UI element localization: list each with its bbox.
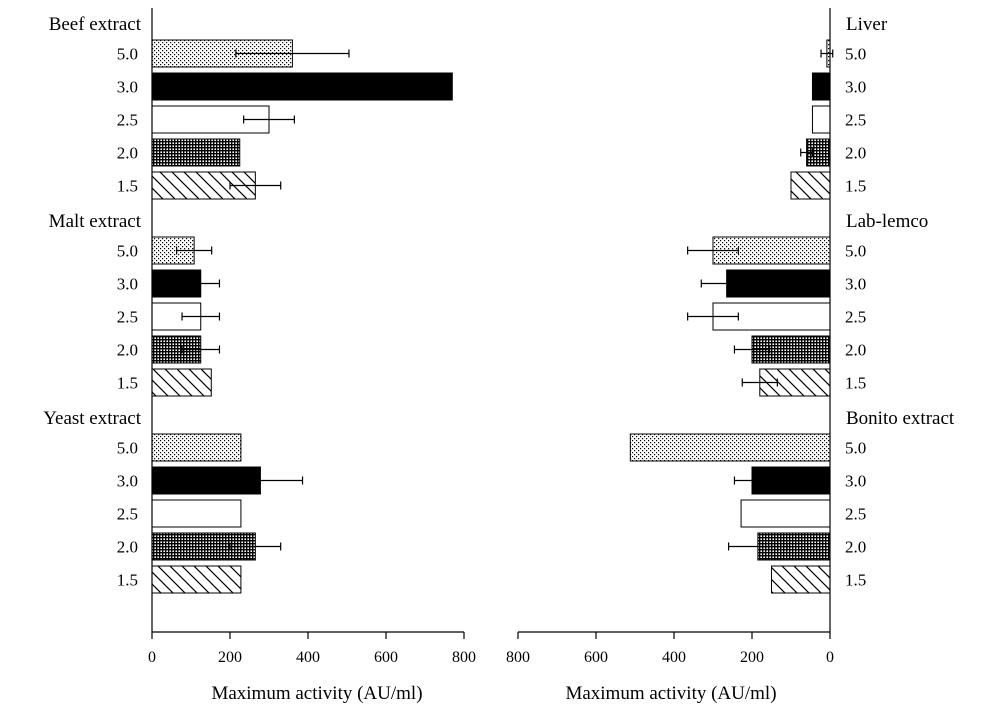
category-label-bonito-extract-2-0: 2.0 (845, 538, 866, 557)
error-bar-beef-extract-5-0 (235, 49, 350, 58)
error-bar-beef-extract-2-5 (243, 115, 295, 124)
category-label-malt-extract-1-5: 1.5 (117, 374, 138, 393)
category-label-bonito-extract-3-0: 3.0 (845, 472, 866, 491)
left-x-axis-label: Maximum activity (AU/ml) (211, 683, 422, 704)
category-label-lab-lemco-1-5: 1.5 (845, 374, 866, 393)
bar-bonito-extract-1-5 (771, 565, 831, 594)
category-label-beef-extract-5-0: 5.0 (117, 45, 138, 64)
left-x-tick-label-800: 800 (452, 649, 476, 666)
category-label-yeast-extract-5-0: 5.0 (117, 439, 138, 458)
right-x-tick-label-400: 400 (662, 649, 686, 666)
category-label-beef-extract-2-5: 2.5 (117, 111, 138, 130)
error-bar-bonito-extract-2-0 (727, 542, 788, 551)
error-bar-malt-extract-2-0 (181, 345, 221, 354)
bar-beef-extract-3-0 (151, 72, 453, 101)
bar-beef-extract-2-0 (151, 138, 241, 167)
error-bar-liver-5-0 (820, 49, 834, 58)
bar-liver-2-5 (811, 105, 831, 134)
category-label-malt-extract-5-0: 5.0 (117, 242, 138, 261)
category-label-lab-lemco-5-0: 5.0 (845, 242, 866, 261)
error-bar-yeast-extract-2-0 (229, 542, 282, 551)
bar-malt-extract-1-5 (151, 368, 212, 397)
bar-yeast-extract-5-0 (151, 433, 242, 462)
bar-bonito-extract-5-0 (629, 433, 831, 462)
error-bar-malt-extract-3-0 (181, 279, 221, 288)
left-x-tick-label-200: 200 (218, 649, 242, 666)
category-label-lab-lemco-2-0: 2.0 (845, 341, 866, 360)
right-x-axis-label: Maximum activity (AU/ml) (565, 683, 776, 704)
error-bar-beef-extract-1-5 (229, 181, 282, 190)
error-bar-lab-lemco-2-0 (733, 345, 771, 354)
bar-liver-3-0 (811, 72, 831, 101)
category-label-malt-extract-3-0: 3.0 (117, 275, 138, 294)
error-bar-bonito-extract-3-0 (733, 476, 771, 485)
error-bar-lab-lemco-2-5 (687, 312, 739, 321)
category-label-liver-5-0: 5.0 (845, 45, 866, 64)
bar-yeast-extract-2-5 (151, 499, 242, 528)
category-label-bonito-extract-1-5: 1.5 (845, 571, 866, 590)
group-label-yeast-extract: Yeast extract (43, 408, 142, 429)
left-x-tick-label-600: 600 (374, 649, 398, 666)
category-label-liver-1-5: 1.5 (845, 177, 866, 196)
category-label-beef-extract-1-5: 1.5 (117, 177, 138, 196)
bar-liver-1-5 (790, 171, 831, 200)
group-label-liver: Liver (846, 14, 888, 35)
right-x-tick-label-800: 800 (506, 649, 530, 666)
category-label-malt-extract-2-5: 2.5 (117, 308, 138, 327)
group-label-bonito-extract: Bonito extract (846, 408, 955, 429)
left-x-tick-label-400: 400 (296, 649, 320, 666)
category-label-liver-2-5: 2.5 (845, 111, 866, 130)
error-bar-lab-lemco-5-0 (687, 246, 739, 255)
error-bar-lab-lemco-3-0 (700, 279, 753, 288)
bar-yeast-extract-1-5 (151, 565, 242, 594)
category-label-yeast-extract-1-5: 1.5 (117, 571, 138, 590)
category-label-yeast-extract-2-0: 2.0 (117, 538, 138, 557)
category-label-beef-extract-2-0: 2.0 (117, 144, 138, 163)
error-bar-malt-extract-5-0 (175, 246, 213, 255)
error-bar-malt-extract-2-5 (181, 312, 221, 321)
error-bar-liver-2-0 (800, 148, 814, 157)
error-bar-yeast-extract-3-0 (217, 476, 304, 485)
category-label-malt-extract-2-0: 2.0 (117, 341, 138, 360)
group-label-beef-extract: Beef extract (49, 14, 142, 35)
category-label-liver-3-0: 3.0 (845, 78, 866, 97)
category-label-liver-2-0: 2.0 (845, 144, 866, 163)
error-bar-lab-lemco-1-5 (741, 378, 778, 387)
category-label-lab-lemco-2-5: 2.5 (845, 308, 866, 327)
bar-bonito-extract-2-5 (740, 499, 831, 528)
category-label-yeast-extract-3-0: 3.0 (117, 472, 138, 491)
group-label-malt-extract: Malt extract (49, 211, 142, 232)
group-label-lab-lemco: Lab-lemco (846, 211, 928, 232)
category-label-bonito-extract-5-0: 5.0 (845, 439, 866, 458)
category-label-yeast-extract-2-5: 2.5 (117, 505, 138, 524)
right-x-tick-label-0: 0 (826, 649, 834, 666)
category-label-beef-extract-3-0: 3.0 (117, 78, 138, 97)
category-label-bonito-extract-2-5: 2.5 (845, 505, 866, 524)
right-x-tick-label-600: 600 (584, 649, 608, 666)
category-label-lab-lemco-3-0: 3.0 (845, 275, 866, 294)
right-x-tick-label-200: 200 (740, 649, 764, 666)
left-x-tick-label-0: 0 (148, 649, 156, 666)
